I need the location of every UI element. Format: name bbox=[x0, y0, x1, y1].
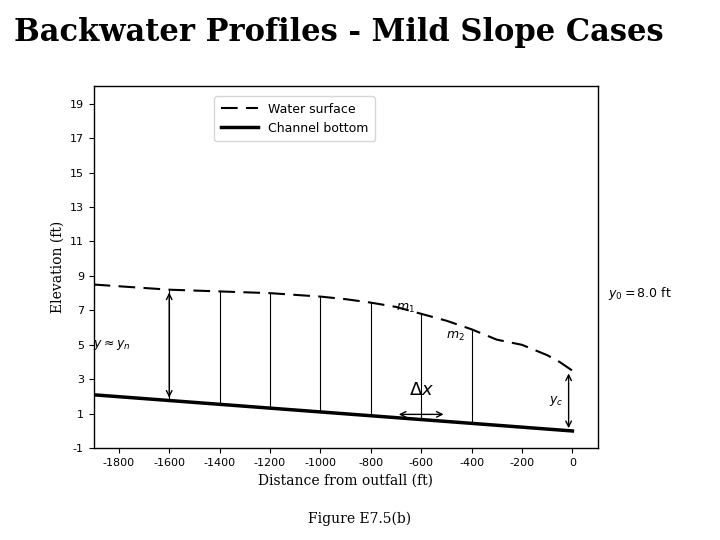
Y-axis label: Elevation (ft): Elevation (ft) bbox=[50, 221, 64, 313]
Water surface bbox=[316, 293, 325, 300]
Water surface bbox=[215, 288, 224, 295]
Water surface bbox=[240, 289, 249, 295]
Line: Water surface: Water surface bbox=[94, 285, 572, 370]
Text: $\Delta x$: $\Delta x$ bbox=[409, 381, 433, 399]
Water surface bbox=[291, 292, 300, 298]
Water surface bbox=[165, 286, 174, 293]
Water surface bbox=[89, 281, 98, 288]
Text: Backwater Profiles - Mild Slope Cases: Backwater Profiles - Mild Slope Cases bbox=[14, 17, 664, 48]
Water surface bbox=[417, 310, 426, 317]
Water surface bbox=[442, 318, 451, 324]
Water surface bbox=[492, 336, 501, 343]
Water surface bbox=[467, 326, 476, 333]
Text: $y_c$: $y_c$ bbox=[549, 394, 563, 408]
Water surface bbox=[556, 359, 564, 365]
Text: Figure E7.5(b): Figure E7.5(b) bbox=[308, 511, 412, 525]
Water surface bbox=[366, 299, 375, 306]
Water surface bbox=[114, 283, 123, 289]
Water surface bbox=[543, 352, 552, 359]
Water surface bbox=[266, 290, 274, 296]
Water surface bbox=[140, 285, 148, 291]
Water surface bbox=[568, 367, 577, 374]
Water surface bbox=[518, 342, 526, 348]
Water surface bbox=[341, 296, 350, 302]
Water surface bbox=[392, 303, 400, 310]
Water surface bbox=[190, 287, 199, 294]
Text: $m_1$: $m_1$ bbox=[396, 302, 415, 315]
Text: $y \approx y_n$: $y \approx y_n$ bbox=[93, 338, 130, 352]
X-axis label: Distance from outfall (ft): Distance from outfall (ft) bbox=[258, 474, 433, 488]
Text: $y_0 = 8.0\ \mathrm{ft}$: $y_0 = 8.0\ \mathrm{ft}$ bbox=[608, 285, 672, 302]
Text: $m_2$: $m_2$ bbox=[446, 329, 465, 343]
Legend: Water surface, Channel bottom: Water surface, Channel bottom bbox=[215, 96, 374, 141]
